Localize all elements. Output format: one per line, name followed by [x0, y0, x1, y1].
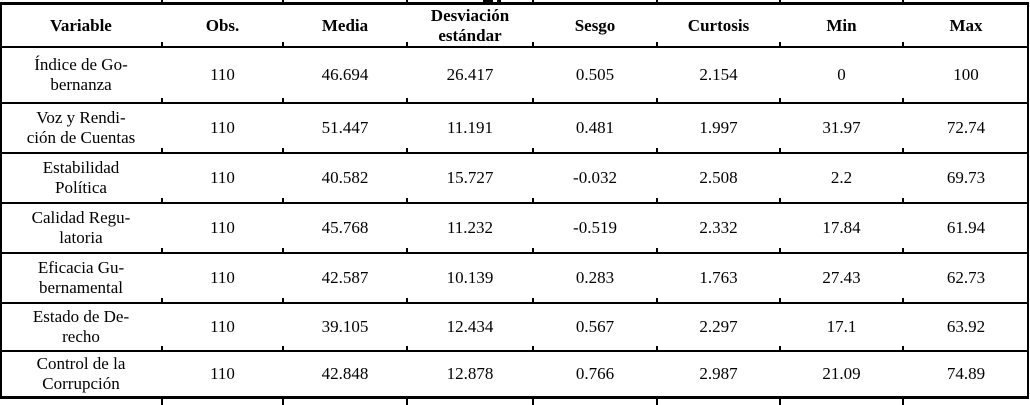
table-row: Índice de Go- bernanza 110 46.694 26.417 0.5… [0, 42, 1029, 102]
value-cell: 46.694 [282, 42, 407, 102]
variable-cell: Estabilidad Política [0, 152, 162, 202]
value-cell: 0.505 [532, 42, 657, 102]
column-header: Variable [50, 15, 112, 35]
value-cell: 74.89 [902, 346, 1029, 396]
value-cell: 69.73 [902, 148, 1029, 202]
value-cell: 0.766 [532, 346, 657, 396]
value-cell: 26.417 [406, 42, 533, 102]
column-header: Desviación estándar [406, 0, 533, 46]
value-cell: 2.332 [656, 198, 780, 252]
table-left-border [0, 2, 2, 405]
value-cell: 110 [161, 42, 283, 102]
value-cell: 2.297 [656, 298, 780, 350]
cropped-text-fragment [483, 0, 493, 2]
column-header: Max [902, 0, 1029, 46]
value-cell: 1.763 [656, 248, 780, 302]
value-cell: 1.997 [656, 98, 780, 152]
table-row: Calidad Regu- latoria 110 45.768 11.232 -0.5… [0, 198, 1029, 252]
value-cell: 0 [779, 42, 903, 102]
value-cell: 110 [161, 98, 283, 152]
value-cell: 2.987 [656, 346, 780, 396]
value-cell: 62.73 [902, 248, 1029, 302]
value-cell: 40.582 [282, 148, 407, 202]
value-cell: 2.508 [656, 148, 780, 202]
value-cell: 12.434 [406, 298, 533, 350]
value-cell: 12.878 [406, 346, 533, 396]
table-body: Índice de Go- bernanza 110 46.694 26.417 0.5… [0, 42, 1029, 396]
column-border-fragment [902, 399, 904, 405]
variable-cell: Calidad Regu- latoria [0, 202, 162, 252]
value-cell: 110 [161, 248, 283, 302]
cropped-text-fragment [497, 0, 501, 2]
value-cell: 10.139 [406, 248, 533, 302]
column-header: Media [282, 0, 407, 46]
table-row: Control de la Corrupción 110 42.848 12.878 0… [0, 346, 1029, 396]
value-cell: 110 [161, 198, 283, 252]
column-border-fragment [779, 399, 781, 405]
value-cell: 15.727 [406, 148, 533, 202]
header-row: Variable Obs. Media Desviación estándar Sesg… [0, 0, 1029, 46]
variable-cell: Índice de Go- bernanza [0, 46, 162, 102]
value-cell: 63.92 [902, 298, 1029, 350]
column-border-fragment [406, 399, 408, 405]
column-header: Obs. [161, 0, 283, 46]
value-cell: 42.587 [282, 248, 407, 302]
value-cell: 2.2 [779, 148, 903, 202]
column-header: Min [779, 0, 903, 46]
value-cell: 27.43 [779, 248, 903, 302]
value-cell: -0.032 [532, 148, 657, 202]
value-cell: 61.94 [902, 198, 1029, 252]
value-cell: 110 [161, 148, 283, 202]
value-cell: 51.447 [282, 98, 407, 152]
value-cell: -0.519 [532, 198, 657, 252]
variable-cell: Voz y Rendi- ción de Cuentas [0, 102, 162, 152]
value-cell: 42.848 [282, 346, 407, 396]
value-cell: 110 [161, 298, 283, 350]
value-cell: 17.84 [779, 198, 903, 252]
column-header: Sesgo [532, 0, 657, 46]
cropped-next-row [0, 399, 1030, 405]
column-border-fragment [161, 399, 163, 405]
value-cell: 0.481 [532, 98, 657, 152]
value-cell: 45.768 [282, 198, 407, 252]
value-cell: 0.567 [532, 298, 657, 350]
value-cell: 72.74 [902, 98, 1029, 152]
value-cell: 100 [902, 42, 1029, 102]
value-cell: 2.154 [656, 42, 780, 102]
column-border-fragment [532, 399, 534, 405]
value-cell: 110 [161, 346, 283, 396]
table-row: Estado de De- recho 110 39.105 12.434 0.567 2… [0, 298, 1029, 350]
table-row: Voz y Rendi- ción de Cuentas 110 51.447 11.… [0, 98, 1029, 152]
column-header: Curtosis [656, 0, 780, 46]
table-right-border [1027, 2, 1029, 405]
value-cell: 17.1 [779, 298, 903, 350]
table-row: Estabilidad Política 110 40.582 15.727 -0.03… [0, 148, 1029, 202]
variable-cell: Eficacia Gu- bernamental [0, 252, 162, 302]
value-cell: 39.105 [282, 298, 407, 350]
column-border-fragment [656, 399, 658, 405]
variable-cell: Estado de De- recho [0, 302, 162, 350]
value-cell: 31.97 [779, 98, 903, 152]
variable-cell: Control de la Corrupción [0, 350, 162, 396]
table-row: Eficacia Gu- bernamental 110 42.587 10.139 0… [0, 248, 1029, 302]
value-cell: 0.283 [532, 248, 657, 302]
value-cell: 11.232 [406, 198, 533, 252]
value-cell: 11.191 [406, 98, 533, 152]
column-border-fragment [282, 399, 284, 405]
value-cell: 21.09 [779, 346, 903, 396]
